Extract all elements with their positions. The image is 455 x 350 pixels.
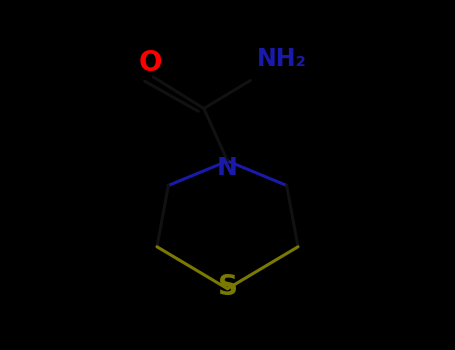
- Text: S: S: [217, 273, 238, 301]
- Text: NH₂: NH₂: [257, 48, 307, 71]
- Text: O: O: [138, 49, 162, 77]
- Text: N: N: [217, 156, 238, 180]
